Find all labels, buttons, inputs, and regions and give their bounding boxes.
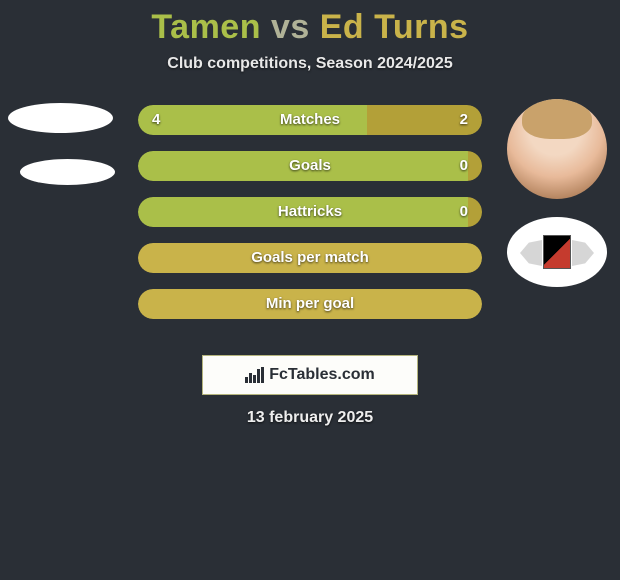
snapshot-date: 13 february 2025 xyxy=(0,409,620,427)
player1-column xyxy=(8,99,113,185)
stat-row: 0Goals xyxy=(138,151,482,181)
player2-avatar xyxy=(507,99,607,199)
vs-text: vs xyxy=(271,8,310,46)
player2-column xyxy=(507,99,612,287)
stat-row: Goals per match xyxy=(138,243,482,273)
stat-label: Goals per match xyxy=(138,243,482,273)
player2-name: Ed Turns xyxy=(320,8,469,46)
brand-chart-icon xyxy=(245,367,265,383)
stat-bars: 42Matches 0Goals 0Hattricks Goals per match… xyxy=(138,105,482,335)
stat-row: 42Matches xyxy=(138,105,482,135)
stat-label: Hattricks xyxy=(138,197,482,227)
player1-name: Tamen xyxy=(151,8,261,46)
stat-row: 0Hattricks xyxy=(138,197,482,227)
comparison-title: Tamen vs Ed Turns xyxy=(0,0,620,47)
stat-row: Min per goal xyxy=(138,289,482,319)
subtitle: Club competitions, Season 2024/2025 xyxy=(0,55,620,73)
brand-text: FcTables.com xyxy=(269,366,375,384)
stat-label: Matches xyxy=(138,105,482,135)
player2-club-badge xyxy=(507,217,607,287)
player1-club-badge xyxy=(20,159,115,185)
stat-label: Goals xyxy=(138,151,482,181)
stat-label: Min per goal xyxy=(138,289,482,319)
comparison-content: 42Matches 0Goals 0Hattricks Goals per match… xyxy=(0,105,620,345)
club-crest-icon xyxy=(543,235,571,269)
brand-box: FcTables.com xyxy=(202,355,418,395)
player1-avatar xyxy=(8,103,113,133)
